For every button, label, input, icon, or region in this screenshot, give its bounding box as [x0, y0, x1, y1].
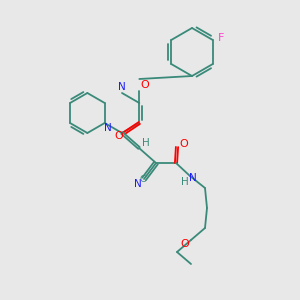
Text: F: F	[218, 33, 224, 43]
Text: H: H	[142, 138, 150, 148]
Text: N: N	[189, 173, 197, 183]
Text: N: N	[134, 179, 142, 189]
Text: N: N	[118, 82, 126, 92]
Text: N: N	[104, 123, 112, 133]
Text: O: O	[180, 139, 188, 149]
Text: O: O	[181, 239, 189, 249]
Text: C: C	[140, 176, 146, 184]
Text: H: H	[181, 177, 189, 187]
Text: O: O	[114, 131, 123, 141]
Text: O: O	[140, 80, 149, 90]
